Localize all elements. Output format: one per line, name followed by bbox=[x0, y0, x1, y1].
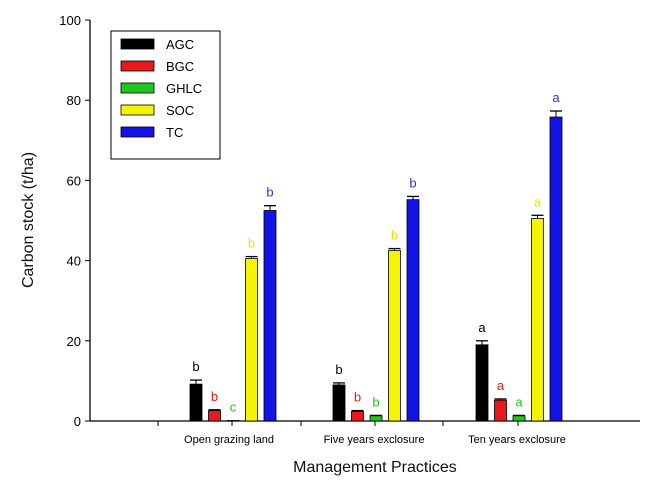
y-tick-label: 100 bbox=[59, 13, 81, 28]
bar-agc bbox=[189, 383, 203, 422]
x-tick-label: Open grazing land bbox=[184, 434, 274, 446]
bar-ghlc bbox=[512, 415, 526, 422]
significance-letter: b bbox=[354, 390, 361, 405]
y-tick-label: 60 bbox=[67, 173, 81, 188]
legend-label: TC bbox=[166, 125, 183, 140]
bar-agc bbox=[475, 344, 489, 422]
bar-ghlc bbox=[226, 420, 240, 422]
x-axis-title: Management Practices bbox=[293, 459, 457, 476]
legend-items: AGC BGC GHLC SOC TC bbox=[120, 37, 202, 140]
significance-letter: a bbox=[515, 394, 523, 409]
legend-swatch bbox=[120, 38, 155, 50]
legend: AGC BGC GHLC SOC TC bbox=[110, 30, 221, 160]
bar-bgc bbox=[208, 410, 221, 422]
y-tick-label: 0 bbox=[74, 414, 81, 429]
legend-label: AGC bbox=[166, 37, 194, 52]
bar-soc bbox=[388, 250, 401, 422]
significance-letter: a bbox=[497, 378, 505, 393]
legend-swatch bbox=[120, 104, 155, 116]
legend-swatch bbox=[120, 82, 155, 94]
significance-letter: b bbox=[409, 175, 416, 190]
significance-letter: b bbox=[248, 236, 255, 251]
significance-letter: b bbox=[266, 185, 273, 200]
significance-letter: a bbox=[534, 194, 542, 209]
y-tick-label: 40 bbox=[67, 254, 81, 269]
significance-letter: b bbox=[335, 362, 342, 377]
legend-label: GHLC bbox=[166, 81, 202, 96]
y-ticks: 0 20 40 60 80 100 bbox=[59, 13, 90, 429]
y-tick-label: 20 bbox=[67, 334, 81, 349]
significance-letter: b bbox=[391, 228, 398, 243]
y-tick-label: 80 bbox=[67, 93, 81, 108]
y-axis-title: Carbon stock (t/ha) bbox=[20, 152, 37, 288]
bar-soc bbox=[245, 258, 258, 422]
significance-letter: b bbox=[372, 394, 379, 409]
legend-label: SOC bbox=[166, 103, 194, 118]
x-tick-label: Five years exclosure bbox=[324, 434, 425, 446]
bar-tc bbox=[263, 210, 277, 422]
significance-letter: b bbox=[211, 389, 218, 404]
x-ticks: Open grazing land Five years exclosure Ten… bbox=[157, 421, 566, 446]
bar-ghlc bbox=[369, 415, 383, 422]
bar-tc bbox=[549, 116, 563, 422]
bars bbox=[189, 116, 563, 422]
significance-letter: c bbox=[230, 400, 237, 415]
significance-letter: b bbox=[192, 359, 199, 374]
legend-frame bbox=[110, 30, 221, 160]
significance-letter: a bbox=[478, 320, 486, 335]
axes bbox=[89, 20, 640, 422]
legend-swatch bbox=[120, 60, 155, 72]
bar-bgc bbox=[351, 410, 364, 422]
bar-soc bbox=[531, 218, 544, 422]
bar-agc bbox=[332, 384, 346, 422]
bar-tc bbox=[406, 199, 420, 422]
x-tick-label: Ten years exclosure bbox=[468, 434, 566, 446]
error-bars bbox=[190, 110, 562, 417]
legend-swatch bbox=[120, 126, 155, 138]
significance-letter: a bbox=[552, 90, 560, 105]
bar-bgc bbox=[494, 399, 507, 422]
legend-label: BGC bbox=[166, 59, 194, 74]
